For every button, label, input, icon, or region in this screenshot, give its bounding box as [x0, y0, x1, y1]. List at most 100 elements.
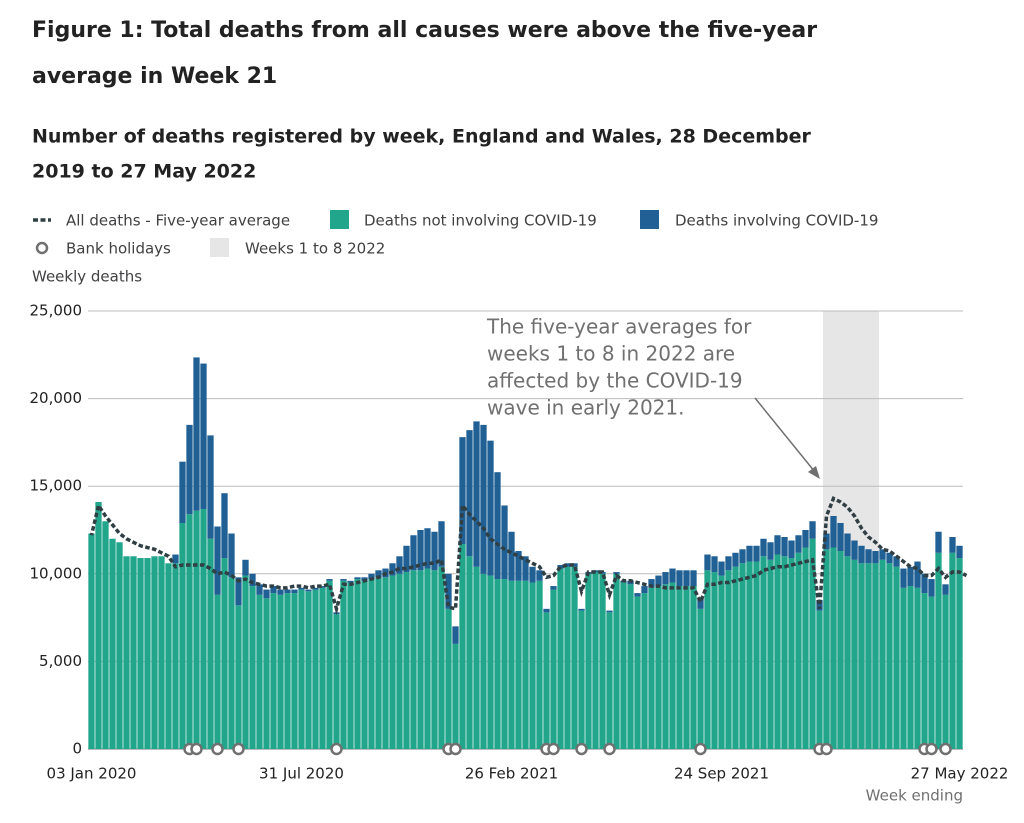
x-tick-label: 27 May 2022	[911, 765, 1009, 783]
bar-segment	[543, 608, 550, 613]
bar-segment	[767, 559, 774, 749]
bar-segment	[914, 587, 921, 749]
y-tick-label: 15,000	[30, 477, 83, 495]
bar-segment	[788, 558, 795, 749]
bar-segment	[424, 568, 431, 749]
chart-subtitle: 2019 to 27 May 2022	[32, 161, 256, 183]
x-tick-label: 03 Jan 2020	[47, 765, 137, 783]
bar-segment	[480, 424, 487, 574]
bar-segment	[501, 579, 508, 749]
bar-segment	[466, 430, 473, 557]
bar-segment	[578, 610, 585, 749]
bar-segment	[879, 559, 886, 749]
bar-segment	[508, 531, 515, 581]
bar-segment	[886, 563, 893, 749]
bank-holiday-marker	[190, 742, 203, 756]
bar-segment	[438, 521, 445, 567]
bar-segment	[347, 582, 354, 749]
bar-segment	[935, 531, 942, 553]
bar-segment	[942, 584, 949, 595]
bar-segment	[319, 587, 326, 749]
bar-segment	[536, 570, 543, 581]
bar-segment	[193, 510, 200, 749]
bar-segment	[452, 643, 459, 749]
bar-segment	[312, 587, 319, 590]
bar-segment	[375, 570, 382, 578]
bar-segment	[326, 579, 333, 581]
bar-segment	[823, 549, 830, 749]
bar-segment	[662, 572, 669, 585]
bar-segment	[809, 538, 816, 749]
bar-segment	[788, 540, 795, 559]
bar-segment	[228, 577, 235, 749]
bar-segment	[396, 573, 403, 749]
bank-holiday-marker	[925, 742, 938, 756]
bar-segment	[368, 573, 375, 580]
bar-segment	[865, 563, 872, 749]
bar-segment	[858, 545, 865, 564]
bar-segment	[928, 596, 935, 749]
bar-segment	[606, 610, 613, 613]
legend-label: Deaths not involving COVID-19	[364, 212, 597, 230]
bar-segment	[235, 605, 242, 749]
bar-segment	[557, 568, 564, 749]
bar-segment	[410, 570, 417, 749]
bank-holiday-marker	[939, 742, 952, 756]
bar-segment	[501, 505, 508, 580]
chart-subtitle: Number of deaths registered by week, Eng…	[32, 126, 812, 148]
bank-holiday-marker	[603, 742, 616, 756]
bar-segment	[578, 608, 585, 611]
bank-holiday-marker	[547, 742, 560, 756]
bar-segment	[172, 563, 179, 749]
annotation-text: affected by the COVID-19	[487, 369, 743, 393]
bar-segment	[592, 572, 599, 749]
bar-segment	[662, 584, 669, 749]
bar-segment	[732, 566, 739, 749]
bar-segment	[410, 535, 417, 571]
bar-segment	[550, 589, 557, 749]
bar-segment	[179, 461, 186, 523]
bar-segment	[564, 566, 571, 749]
bar-segment	[634, 596, 641, 749]
bar-segment	[893, 566, 900, 749]
bar-segment	[627, 584, 634, 749]
bar-segment	[109, 538, 116, 749]
bar-segment	[249, 586, 256, 749]
bar-segment	[368, 579, 375, 749]
bar-segment	[102, 521, 109, 749]
bar-segment	[697, 598, 704, 609]
bar-segment	[739, 549, 746, 564]
bar-segment	[585, 573, 592, 749]
bar-segment	[417, 570, 424, 749]
bar-segment	[256, 594, 263, 749]
bank-holiday-marker	[575, 742, 588, 756]
legend: All deaths - Five-year average Deaths not…	[33, 210, 878, 258]
bar-segment	[529, 582, 536, 749]
bar-segment	[333, 614, 340, 749]
bar-segment	[424, 528, 431, 569]
bar-segment	[494, 472, 501, 580]
bar-segment	[837, 522, 844, 552]
bar-segment	[193, 357, 200, 511]
bar-segment	[802, 530, 809, 548]
bar-segment	[116, 542, 123, 749]
bar-segment	[263, 589, 270, 599]
bar-segment	[88, 533, 95, 749]
bar-segment	[179, 522, 186, 749]
legend-label: Weeks 1 to 8 2022	[245, 240, 385, 258]
bar-segment	[774, 554, 781, 749]
bar-segment	[900, 587, 907, 749]
bar-segment	[431, 531, 438, 571]
bar-segment	[396, 556, 403, 574]
bar-segment	[781, 556, 788, 749]
chart-title: Figure 1: Total deaths from all causes w…	[32, 18, 817, 43]
bar-segment	[480, 573, 487, 749]
bar-segment	[361, 580, 368, 749]
bar-segment	[739, 563, 746, 749]
bar-segment	[221, 493, 228, 559]
bar-segment	[452, 626, 459, 644]
bar-segment	[347, 580, 354, 583]
bar-segment	[298, 589, 305, 749]
bar-segment	[235, 577, 242, 606]
bar-segment	[529, 566, 536, 583]
